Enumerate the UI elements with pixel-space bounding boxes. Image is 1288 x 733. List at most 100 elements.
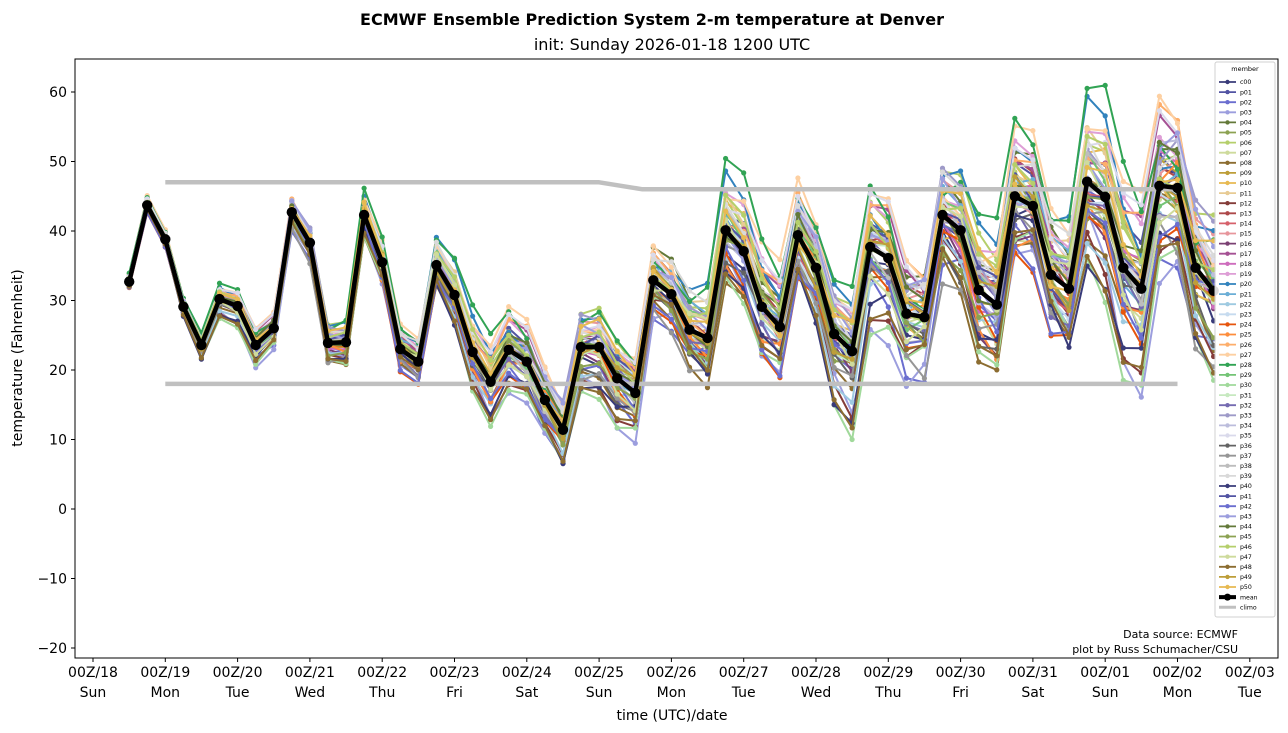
y-tick-label: 0 (58, 502, 67, 518)
legend-marker (1225, 120, 1230, 125)
legend-label: p17 (1240, 251, 1252, 258)
x-tick-label-day: Mon (1163, 685, 1193, 701)
member-point (759, 321, 765, 327)
mean-point (196, 339, 207, 351)
member-point (741, 212, 747, 218)
legend-entry-p08: p08 (1219, 160, 1252, 167)
member-point (524, 336, 530, 342)
mean-point (955, 225, 966, 236)
legend-entry-p32: p32 (1219, 402, 1252, 409)
member-point (939, 165, 946, 171)
y-tick-label: −10 (37, 572, 67, 588)
legend-marker (1225, 352, 1230, 357)
legend-label: p09 (1240, 170, 1252, 177)
member-point (831, 397, 837, 403)
member-point (831, 277, 837, 283)
legend-entry-p34: p34 (1219, 423, 1252, 430)
legend-label: p38 (1240, 463, 1252, 470)
member-point (524, 324, 530, 331)
member-point (759, 276, 765, 282)
member-point (451, 255, 458, 261)
member-point (596, 316, 602, 322)
member-point (596, 360, 602, 367)
climo-line-upper (165, 180, 1178, 192)
y-tick-label: 50 (49, 155, 67, 171)
legend-marker (1225, 514, 1230, 519)
member-point (632, 418, 638, 424)
plot-frame (74, 58, 1279, 659)
legend-marker (1225, 483, 1230, 489)
member-point (831, 281, 837, 287)
legend-entry-p42: p42 (1219, 503, 1252, 510)
legend-entry-p18: p18 (1219, 261, 1252, 268)
legend-label: p21 (1240, 291, 1252, 298)
member-point (1102, 113, 1108, 119)
member-point (506, 304, 512, 310)
x-tick-label-time: 00Z/27 (719, 665, 769, 681)
legend-label: p27 (1240, 352, 1252, 359)
member-point (1048, 310, 1054, 316)
legend-entry-climo: climo (1219, 604, 1257, 611)
legend-entry-p15: p15 (1219, 231, 1252, 238)
member-point (1048, 205, 1054, 212)
member-point (994, 362, 1000, 368)
member-point (1193, 346, 1199, 352)
member-point (1138, 364, 1144, 370)
member-point (1084, 133, 1090, 139)
member-point (614, 404, 620, 410)
legend-marker (1225, 79, 1230, 85)
member-point (1138, 221, 1144, 227)
member-point (994, 329, 1000, 335)
member-point (921, 280, 928, 287)
member-point (813, 285, 819, 291)
legend-entry-p12: p12 (1219, 200, 1252, 207)
y-tick-label: 60 (49, 85, 67, 101)
legend-label: p01 (1240, 89, 1252, 96)
member-point (1174, 166, 1181, 172)
legend-label: p11 (1240, 190, 1252, 197)
member-point (1048, 331, 1054, 337)
member-point (903, 375, 910, 381)
member-point (1174, 177, 1181, 183)
legend-entry-p20: p20 (1219, 281, 1252, 288)
legend-entry-p02: p02 (1219, 99, 1252, 106)
member-point (813, 225, 819, 231)
member-point (831, 349, 837, 355)
mean-point (991, 299, 1002, 310)
member-point (1193, 313, 1199, 319)
member-point (885, 199, 891, 205)
member-point (976, 251, 982, 257)
member-point (976, 298, 982, 304)
member-point (216, 313, 223, 319)
mean-point (846, 346, 858, 357)
data-source-annotation: Data source: ECMWF (1123, 628, 1238, 641)
mean-point (1045, 269, 1057, 280)
legend-marker (1225, 201, 1230, 206)
member-point (271, 337, 277, 343)
member-point (433, 251, 439, 258)
legend-label: p04 (1240, 120, 1252, 127)
member-point (958, 267, 964, 274)
member-point (560, 400, 566, 406)
y-axis: 60 50 40 30 20 10 0 −10 −20 (37, 85, 75, 657)
legend-label: mean (1240, 594, 1258, 601)
member-point (777, 277, 783, 284)
legend-entry-p35: p35 (1219, 433, 1252, 440)
member-point (1120, 319, 1126, 325)
member-point (759, 236, 765, 242)
member-point (614, 425, 620, 431)
member-point (289, 198, 295, 204)
legend-entry-p19: p19 (1219, 271, 1252, 278)
member-point (1030, 128, 1036, 134)
legend-entry-p28: p28 (1219, 362, 1252, 369)
member-point (885, 343, 891, 349)
mean-point (1063, 283, 1075, 294)
x-tick-label-time: 00Z/18 (68, 665, 118, 681)
member-point (470, 361, 476, 367)
member-point (1084, 203, 1090, 209)
member-point (1066, 344, 1072, 350)
member-point (451, 318, 458, 324)
mean-point (178, 301, 189, 312)
member-point (560, 458, 566, 464)
member-point (1030, 161, 1036, 167)
